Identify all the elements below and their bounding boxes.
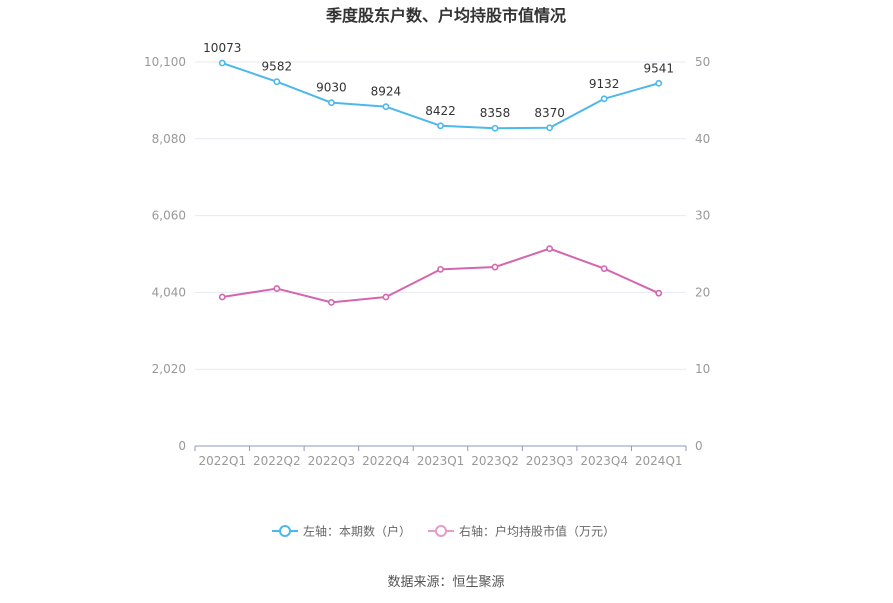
legend-marker-right bbox=[435, 525, 447, 537]
data-point[interactable] bbox=[655, 79, 663, 87]
data-point[interactable] bbox=[600, 265, 608, 272]
data-label: 8358 bbox=[480, 106, 511, 120]
y-left-tick-label: 10,100 bbox=[144, 55, 186, 69]
data-point[interactable] bbox=[218, 59, 226, 67]
data-point[interactable] bbox=[600, 95, 608, 103]
series-line-1 bbox=[222, 247, 660, 304]
data-label: 8370 bbox=[534, 106, 565, 120]
legend-marker-left bbox=[279, 525, 291, 537]
data-point[interactable] bbox=[655, 289, 663, 297]
y-left-tick-label: 8,080 bbox=[152, 132, 186, 146]
data-point[interactable] bbox=[546, 245, 554, 253]
x-tick-label: 2023Q3 bbox=[526, 454, 574, 468]
y-left-tick-label: 2,020 bbox=[152, 362, 186, 376]
x-tick-label: 2022Q2 bbox=[253, 454, 301, 468]
data-label: 8924 bbox=[371, 85, 402, 99]
x-tick-label: 2022Q1 bbox=[198, 454, 246, 468]
y-right-tick-label: 40 bbox=[695, 132, 710, 146]
data-label: 9582 bbox=[262, 60, 293, 74]
y-left-tick-label: 0 bbox=[178, 439, 186, 453]
y-left-tick-label: 6,060 bbox=[152, 209, 186, 223]
data-label: 9541 bbox=[643, 61, 674, 75]
data-point[interactable] bbox=[273, 78, 281, 86]
x-axis: 2022Q1 2022Q2 2022Q3 2022Q4 2023Q1 2023Q2 2023… bbox=[194, 445, 687, 468]
legend-label-left: 左轴：本期数（户） bbox=[303, 524, 411, 539]
data-point[interactable] bbox=[382, 103, 390, 111]
data-label: 9132 bbox=[589, 77, 620, 91]
data-point[interactable] bbox=[546, 124, 554, 132]
legend-item-right[interactable]: 右轴：户均持股市值（万元） bbox=[428, 524, 615, 539]
legend-label-right: 右轴：户均持股市值（万元） bbox=[459, 524, 615, 539]
x-tick-label: 2023Q2 bbox=[471, 454, 519, 468]
x-tick-label: 2023Q1 bbox=[417, 454, 465, 468]
data-point[interactable] bbox=[437, 265, 444, 273]
data-point[interactable] bbox=[327, 298, 335, 306]
data-point[interactable] bbox=[218, 293, 226, 301]
x-tick-label: 2024Q1 bbox=[635, 454, 683, 468]
right-axis: 0 10 20 30 40 50 bbox=[695, 55, 710, 453]
x-tick-label: 2022Q4 bbox=[362, 454, 410, 468]
data-point[interactable] bbox=[327, 99, 335, 107]
source-note: 数据来源：恒生聚源 bbox=[387, 575, 504, 590]
data-point[interactable] bbox=[491, 124, 499, 132]
data-point[interactable] bbox=[382, 293, 390, 301]
legend-item-left[interactable]: 左轴：本期数（户） bbox=[272, 524, 411, 539]
legend: 左轴：本期数（户） 右轴：户均持股市值（万元） bbox=[272, 524, 615, 539]
series-layer: 10073 9582 9030 8924 8422 8358 8370 9132 9541 bbox=[203, 41, 674, 306]
chart-title: 季度股东户数、户均持股市值情况 bbox=[325, 6, 566, 25]
data-point[interactable] bbox=[273, 285, 281, 292]
grid bbox=[195, 61, 686, 370]
x-tick-label: 2022Q3 bbox=[308, 454, 356, 468]
y-left-tick-label: 4,040 bbox=[152, 285, 186, 299]
y-right-tick-label: 20 bbox=[695, 285, 710, 299]
data-label: 9030 bbox=[316, 81, 347, 95]
y-right-tick-label: 10 bbox=[695, 362, 710, 376]
x-tick-label: 2023Q4 bbox=[580, 454, 628, 468]
data-label: 10073 bbox=[203, 41, 241, 55]
data-label: 8422 bbox=[425, 104, 456, 118]
data-point[interactable] bbox=[437, 122, 444, 130]
y-right-tick-label: 0 bbox=[695, 439, 703, 453]
data-point[interactable] bbox=[491, 263, 499, 271]
left-axis: 0 2,020 4,040 6,060 8,080 10,100 bbox=[144, 55, 186, 453]
y-right-tick-label: 50 bbox=[695, 55, 710, 69]
y-right-tick-label: 30 bbox=[695, 209, 710, 223]
